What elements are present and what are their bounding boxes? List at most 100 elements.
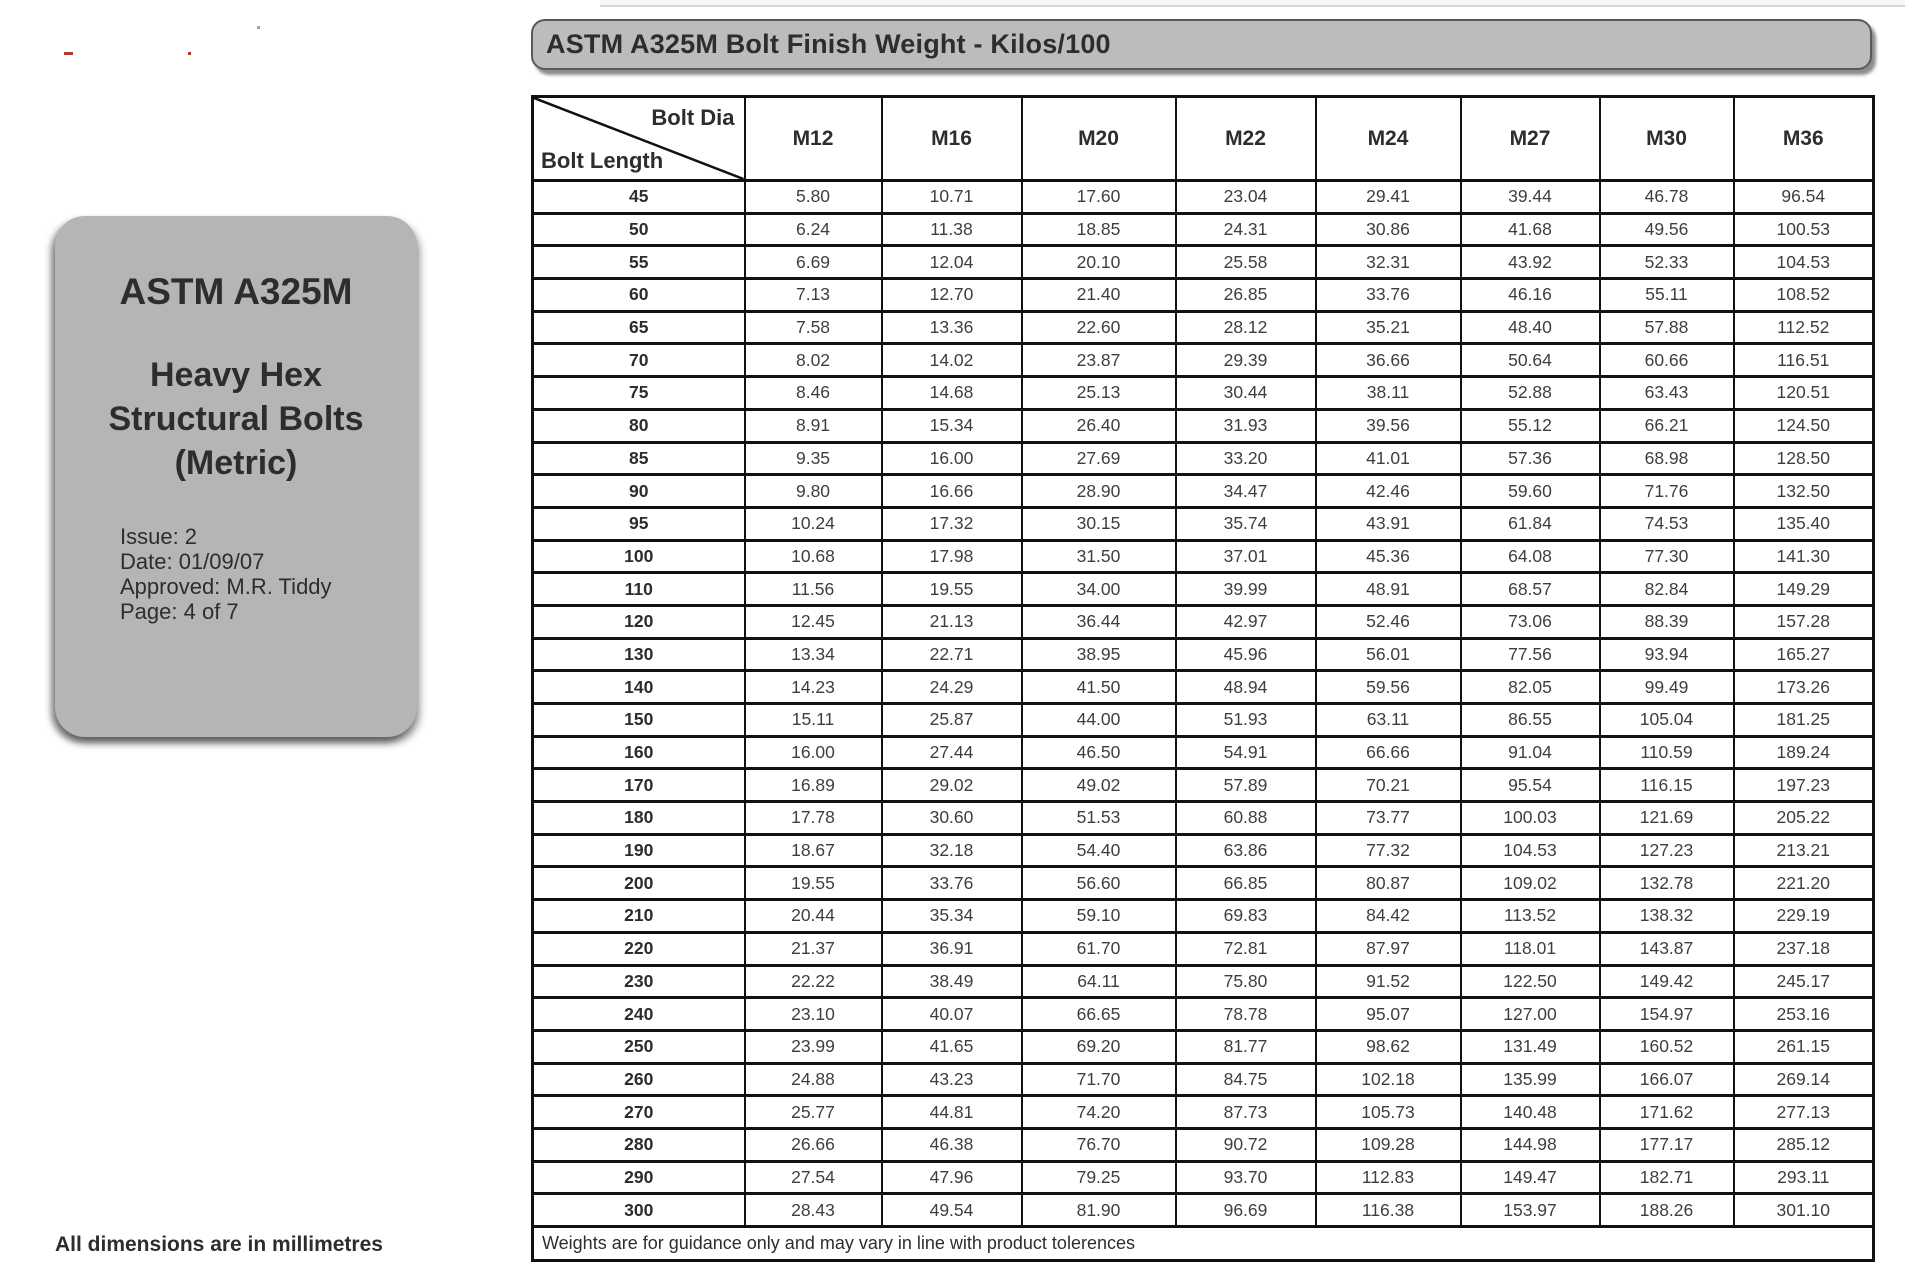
weight-cell: 13.34	[743, 636, 883, 673]
weight-cell: 13.36	[880, 309, 1023, 346]
column-header-m20: M20	[1020, 95, 1177, 182]
table-row: 180 17.78 30.60 51.53 60.88 73.77 100.03 121.69…	[531, 800, 1875, 836]
weight-cell: 73.06	[1459, 603, 1601, 640]
bolt-length-cell: 290	[531, 1159, 746, 1196]
weight-cell: 35.74	[1174, 505, 1317, 542]
weight-cell: 35.34	[880, 898, 1023, 934]
table-row: 260 24.88 43.23 71.70 84.75 102.18 135.99 166.0…	[531, 1061, 1875, 1098]
table-row: 270 25.77 44.81 74.20 87.73 105.73 140.48 171.6…	[531, 1094, 1875, 1130]
weight-cell: 77.56	[1459, 636, 1601, 673]
weight-cell: 86.55	[1459, 702, 1601, 738]
weight-cell: 55.11	[1598, 277, 1735, 313]
weight-cell: 245.17	[1732, 963, 1875, 1000]
weight-cell: 14.23	[743, 669, 883, 705]
bolt-length-cell: 200	[531, 865, 746, 902]
weight-cell: 72.81	[1174, 930, 1317, 967]
column-header-m30: M30	[1598, 95, 1735, 182]
subtitle-line: Heavy Hex	[149, 356, 322, 394]
weight-cell: 48.40	[1459, 309, 1601, 346]
weight-cell: 54.40	[1020, 832, 1177, 869]
weight-cell: 24.31	[1174, 211, 1317, 248]
info-card-details: Issue: 2 Date: 01/09/07 Approved: M.R. T…	[120, 524, 417, 624]
weight-cell: 205.22	[1732, 800, 1875, 836]
bolt-length-cell: 150	[531, 702, 746, 738]
weight-cell: 45.36	[1314, 538, 1462, 575]
weight-cell: 189.24	[1732, 734, 1875, 771]
bolt-length-cell: 210	[531, 898, 746, 934]
weight-cell: 160.52	[1598, 1028, 1735, 1065]
weight-cell: 128.50	[1732, 440, 1875, 477]
weight-cell: 57.36	[1459, 440, 1601, 477]
weight-cell: 34.47	[1174, 473, 1317, 509]
weight-cell: 25.87	[880, 702, 1023, 738]
table-row: 60 7.13 12.70 21.40 26.85 33.76 46.16 55.11 108.…	[531, 277, 1875, 313]
bolt-length-cell: 55	[531, 244, 746, 281]
bolt-length-cell: 70	[531, 342, 746, 379]
weight-cell: 49.56	[1598, 211, 1735, 248]
weight-cell: 36.91	[880, 930, 1023, 967]
diagonal-divider	[534, 98, 744, 179]
table-row: 95 10.24 17.32 30.15 35.74 43.91 61.84 74.53 135…	[531, 505, 1875, 542]
weight-cell: 27.69	[1020, 440, 1177, 477]
bolt-weight-table: Bolt Dia Bolt Length M12 M16 M20 M22 M24 M27 M…	[531, 95, 1875, 1262]
weight-cell: 15.11	[743, 702, 883, 738]
weight-cell: 113.52	[1459, 898, 1601, 934]
weight-cell: 17.78	[743, 800, 883, 836]
weight-cell: 18.85	[1020, 211, 1177, 248]
weight-cell: 116.38	[1314, 1192, 1462, 1228]
weight-cell: 41.50	[1020, 669, 1177, 705]
weight-cell: 6.69	[743, 244, 883, 281]
weight-cell: 132.50	[1732, 473, 1875, 509]
table-header: Bolt Dia Bolt Length M12 M16 M20 M22 M24 M27 M…	[531, 95, 1875, 182]
weight-cell: 61.84	[1459, 505, 1601, 542]
weight-cell: 22.71	[880, 636, 1023, 673]
weight-cell: 135.40	[1732, 505, 1875, 542]
weight-cell: 157.28	[1732, 603, 1875, 640]
weight-cell: 29.02	[880, 767, 1023, 804]
weight-cell: 64.08	[1459, 538, 1601, 575]
weight-cell: 20.44	[743, 898, 883, 934]
weight-cell: 54.91	[1174, 734, 1317, 771]
column-header-m22: M22	[1174, 95, 1317, 182]
weight-cell: 253.16	[1732, 996, 1875, 1032]
weight-cell: 49.54	[880, 1192, 1023, 1228]
bolt-length-cell: 240	[531, 996, 746, 1032]
weight-cell: 68.98	[1598, 440, 1735, 477]
weight-cell: 77.32	[1314, 832, 1462, 869]
weight-cell: 41.68	[1459, 211, 1601, 248]
weight-cell: 31.93	[1174, 407, 1317, 444]
weight-cell: 9.80	[743, 473, 883, 509]
weight-cell: 43.23	[880, 1061, 1023, 1098]
table-row: 100 10.68 17.98 31.50 37.01 45.36 64.08 77.30 14…	[531, 538, 1875, 575]
bolt-length-cell: 45	[531, 179, 746, 215]
bolt-length-cell: 75	[531, 375, 746, 411]
date-line: Date: 01/09/07	[120, 548, 265, 574]
weight-cell: 49.02	[1020, 767, 1177, 804]
weight-cell: 12.70	[880, 277, 1023, 313]
weight-cell: 8.91	[743, 407, 883, 444]
table-row: 210 20.44 35.34 59.10 69.83 84.42 113.52 138.32…	[531, 898, 1875, 934]
table-row: 70 8.02 14.02 23.87 29.39 36.66 50.64 60.66 116.…	[531, 342, 1875, 379]
bolt-length-cell: 80	[531, 407, 746, 444]
weight-cell: 64.11	[1020, 963, 1177, 1000]
weight-cell: 46.16	[1459, 277, 1601, 313]
weight-cell: 66.85	[1174, 865, 1317, 902]
weight-cell: 15.34	[880, 407, 1023, 444]
weight-cell: 14.02	[880, 342, 1023, 379]
weight-cell: 261.15	[1732, 1028, 1875, 1065]
weight-cell: 45.96	[1174, 636, 1317, 673]
column-header-m27: M27	[1459, 95, 1601, 182]
weight-cell: 32.31	[1314, 244, 1462, 281]
weight-cell: 93.70	[1174, 1159, 1317, 1196]
weight-cell: 39.99	[1174, 571, 1317, 607]
weight-cell: 11.38	[880, 211, 1023, 248]
weight-cell: 7.13	[743, 277, 883, 313]
bolt-length-cell: 220	[531, 930, 746, 967]
weight-cell: 116.15	[1598, 767, 1735, 804]
weight-cell: 96.54	[1732, 179, 1875, 215]
table-row: 200 19.55 33.76 56.60 66.85 80.87 109.02 132.78…	[531, 865, 1875, 902]
weight-cell: 24.29	[880, 669, 1023, 705]
weight-cell: 10.68	[743, 538, 883, 575]
table-row: 50 6.24 11.38 18.85 24.31 30.86 41.68 49.56 100.…	[531, 211, 1875, 248]
weight-cell: 277.13	[1732, 1094, 1875, 1130]
